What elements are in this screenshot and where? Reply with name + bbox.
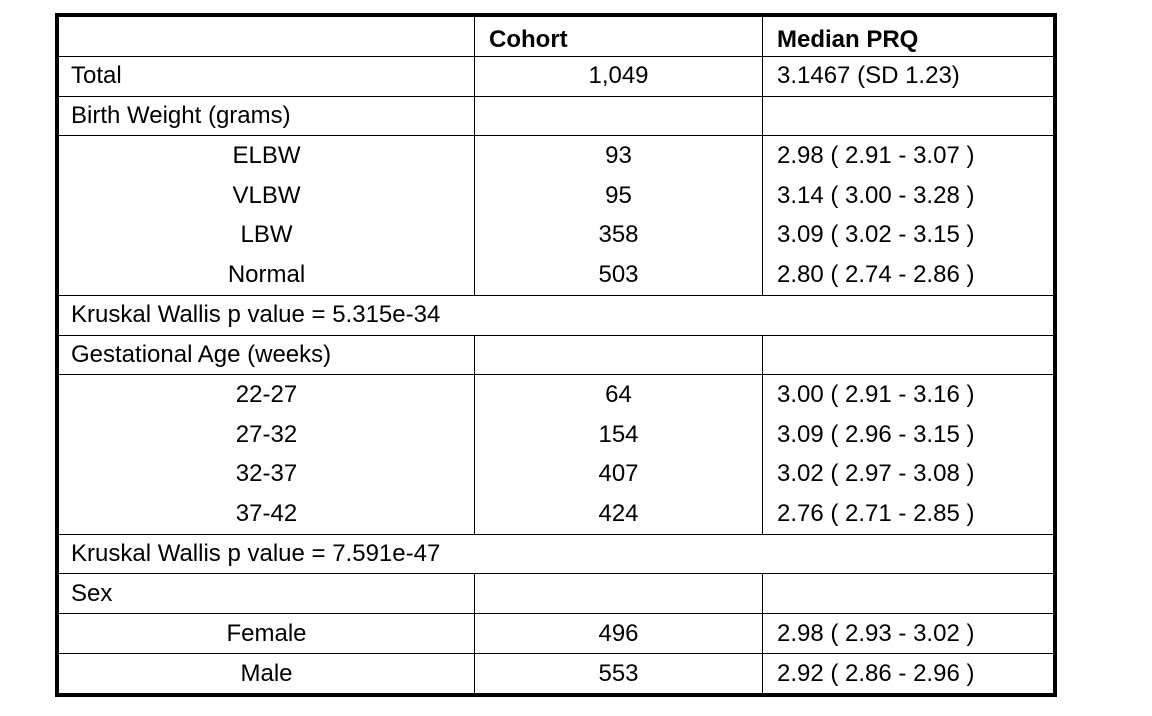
table-row: Male 553 2.92 ( 2.86 - 2.96 )	[58, 653, 1054, 694]
row-label: 32-37	[58, 454, 475, 495]
table-row: ELBW 93 2.98 ( 2.91 - 3.07 )	[58, 135, 1054, 176]
total-prq: 3.1467 (SD 1.23)	[762, 55, 1054, 97]
empty-cell	[474, 334, 763, 376]
row-label: 22-27	[58, 374, 475, 415]
row-prq: 3.02 ( 2.97 - 3.08 )	[762, 454, 1054, 495]
row-cohort: 553	[474, 653, 763, 694]
header-row: Cohort Median PRQ	[58, 16, 1054, 57]
empty-cell	[762, 95, 1054, 137]
header-median-prq: Median PRQ	[762, 16, 1054, 57]
row-cohort: 64	[474, 374, 763, 415]
row-cohort: 154	[474, 414, 763, 455]
row-label: ELBW	[58, 135, 475, 176]
kruskal-wallis-note: Kruskal Wallis p value = 5.315e-34	[58, 294, 1054, 336]
row-prq: 3.00 ( 2.91 - 3.16 )	[762, 374, 1054, 415]
row-prq: 2.92 ( 2.86 - 2.96 )	[762, 653, 1054, 694]
stat-footer-row: Kruskal Wallis p value = 5.315e-34	[58, 294, 1054, 336]
group-title: Gestational Age (weeks)	[58, 334, 475, 376]
row-cohort: 95	[474, 175, 763, 216]
total-cohort: 1,049	[474, 55, 763, 97]
table-row: 37-42 424 2.76 ( 2.71 - 2.85 )	[58, 494, 1054, 535]
row-prq: 3.09 ( 2.96 - 3.15 )	[762, 414, 1054, 455]
row-prq: 2.80 ( 2.74 - 2.86 )	[762, 255, 1054, 296]
row-label: Male	[58, 653, 475, 694]
total-label: Total	[58, 55, 475, 97]
row-label: VLBW	[58, 175, 475, 216]
table-row: VLBW 95 3.14 ( 3.00 - 3.28 )	[58, 175, 1054, 216]
total-row: Total 1,049 3.1467 (SD 1.23)	[58, 55, 1054, 97]
row-prq: 3.09 ( 3.02 - 3.15 )	[762, 215, 1054, 256]
kruskal-wallis-note: Kruskal Wallis p value = 7.591e-47	[58, 533, 1054, 575]
table-row: Female 496 2.98 ( 2.93 - 3.02 )	[58, 613, 1054, 654]
row-cohort: 496	[474, 613, 763, 654]
prq-table: Cohort Median PRQ Total 1,049 3.1467 (SD…	[55, 13, 1057, 697]
row-prq: 2.98 ( 2.93 - 3.02 )	[762, 613, 1054, 654]
row-label: Normal	[58, 255, 475, 296]
row-cohort: 358	[474, 215, 763, 256]
row-cohort: 503	[474, 255, 763, 296]
empty-cell	[762, 573, 1054, 615]
empty-cell	[474, 95, 763, 137]
row-cohort: 407	[474, 454, 763, 495]
table-row: 27-32 154 3.09 ( 2.96 - 3.15 )	[58, 414, 1054, 455]
group-title-row: Sex	[58, 573, 1054, 615]
header-cohort: Cohort	[474, 16, 763, 57]
data-table: Cohort Median PRQ Total 1,049 3.1467 (SD…	[58, 16, 1054, 694]
row-prq: 3.14 ( 3.00 - 3.28 )	[762, 175, 1054, 216]
group-title: Sex	[58, 573, 475, 615]
row-cohort: 93	[474, 135, 763, 176]
group-title-row: Birth Weight (grams)	[58, 95, 1054, 137]
row-prq: 2.76 ( 2.71 - 2.85 )	[762, 494, 1054, 535]
empty-cell	[474, 573, 763, 615]
row-prq: 2.98 ( 2.91 - 3.07 )	[762, 135, 1054, 176]
table-row: LBW 358 3.09 ( 3.02 - 3.15 )	[58, 215, 1054, 256]
table-row: Normal 503 2.80 ( 2.74 - 2.86 )	[58, 255, 1054, 296]
row-label: LBW	[58, 215, 475, 256]
row-label: Female	[58, 613, 475, 654]
stat-footer-row: Kruskal Wallis p value = 7.591e-47	[58, 533, 1054, 575]
table-row: 32-37 407 3.02 ( 2.97 - 3.08 )	[58, 454, 1054, 495]
empty-cell	[762, 334, 1054, 376]
table-row: 22-27 64 3.00 ( 2.91 - 3.16 )	[58, 374, 1054, 415]
row-label: 27-32	[58, 414, 475, 455]
group-title-row: Gestational Age (weeks)	[58, 334, 1054, 376]
row-label: 37-42	[58, 494, 475, 535]
row-cohort: 424	[474, 494, 763, 535]
group-title: Birth Weight (grams)	[58, 95, 475, 137]
header-empty-cell	[58, 16, 475, 57]
